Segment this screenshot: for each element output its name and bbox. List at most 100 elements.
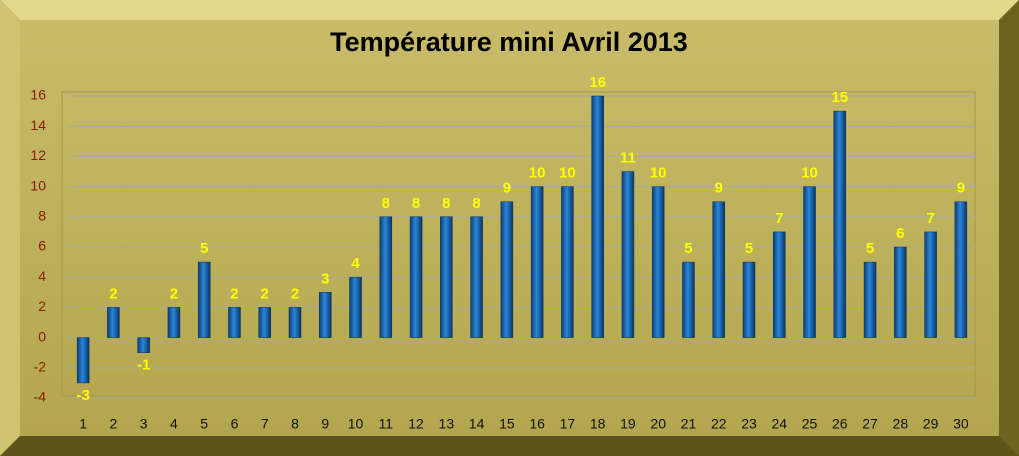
- x-tick-label: 10: [348, 416, 364, 432]
- x-tick-label: 20: [650, 416, 666, 432]
- x-tick-label: 14: [469, 416, 485, 432]
- value-label: 8: [442, 195, 450, 212]
- y-tick-label: 14: [30, 117, 46, 133]
- bar: [500, 201, 514, 338]
- value-label: 9: [957, 180, 965, 197]
- x-tick-label: 7: [261, 416, 269, 432]
- value-label: 16: [589, 74, 606, 91]
- bar: [76, 337, 90, 384]
- x-tick-label: 2: [110, 416, 118, 432]
- value-label: 2: [261, 285, 269, 302]
- bar: [833, 110, 847, 338]
- y-tick-label: 10: [30, 177, 46, 193]
- x-tick-label: 11: [379, 416, 394, 432]
- value-label: 6: [896, 225, 904, 242]
- bar: [894, 246, 907, 338]
- value-label: 5: [866, 240, 874, 257]
- y-tick-label: 6: [38, 238, 46, 254]
- x-tick-label: 5: [200, 416, 208, 432]
- x-tick-label: 22: [711, 416, 727, 432]
- value-label: 5: [745, 240, 753, 257]
- bar: [621, 171, 635, 338]
- chart-title: Température mini Avril 2013: [330, 27, 688, 57]
- bar: [591, 95, 604, 338]
- bar: [682, 261, 695, 338]
- x-tick-label: 24: [771, 416, 787, 432]
- bar: [863, 261, 877, 338]
- x-tick-label: 27: [862, 416, 878, 432]
- bar: [530, 186, 544, 338]
- x-tick-label: 28: [893, 416, 909, 432]
- bar: [167, 307, 181, 338]
- bar: [651, 186, 665, 338]
- x-tick-label: 30: [953, 416, 969, 432]
- y-tick-label: 8: [38, 208, 46, 224]
- bar: [712, 201, 725, 338]
- bar: [288, 307, 302, 338]
- y-tick-label: 0: [38, 328, 46, 344]
- y-tick-label: -2: [34, 359, 47, 375]
- x-tick-label: 8: [291, 416, 299, 432]
- plot-area: [61, 91, 976, 397]
- value-label: 7: [775, 210, 783, 227]
- value-label: 9: [715, 180, 723, 197]
- x-tick-label: 12: [408, 416, 424, 432]
- value-label: 5: [200, 240, 208, 257]
- value-label: 10: [529, 165, 546, 182]
- x-tick-label: 26: [832, 416, 848, 432]
- y-tick-label: 4: [38, 268, 46, 284]
- bar: [742, 261, 756, 338]
- value-label: 10: [559, 165, 576, 182]
- x-tick-label: 16: [529, 416, 545, 432]
- value-label: 7: [926, 210, 934, 227]
- bar: [440, 216, 453, 338]
- bar: [197, 261, 211, 338]
- bar: [349, 276, 362, 338]
- bar: [107, 307, 120, 338]
- x-tick-label: 21: [681, 416, 697, 432]
- value-label: 15: [831, 89, 848, 106]
- x-tick-label: 25: [802, 416, 818, 432]
- y-tick-label: 12: [30, 147, 46, 163]
- x-tick-label: 23: [741, 416, 757, 432]
- x-tick-label: 3: [140, 416, 148, 432]
- value-label: 4: [351, 255, 360, 272]
- bar: [319, 292, 332, 338]
- value-label: 11: [620, 149, 636, 166]
- x-tick-label: 29: [923, 416, 939, 432]
- bar: [773, 231, 786, 338]
- x-tick-label: 17: [560, 416, 576, 432]
- value-label: 3: [321, 270, 329, 287]
- x-tick-label: 19: [620, 416, 636, 432]
- value-label: 2: [230, 285, 238, 302]
- x-tick-label: 6: [231, 416, 239, 432]
- y-tick-label: -4: [34, 389, 47, 405]
- value-label: 9: [503, 180, 511, 197]
- value-label: 5: [684, 240, 692, 257]
- bar: [409, 216, 423, 338]
- value-label: 2: [291, 285, 299, 302]
- bar: [228, 307, 241, 338]
- value-label: 10: [801, 165, 818, 182]
- value-label: 10: [650, 165, 667, 182]
- x-tick-label: 1: [79, 416, 87, 432]
- value-label: 8: [382, 195, 390, 212]
- bar: [379, 216, 393, 338]
- x-tick-label: 13: [439, 416, 455, 432]
- value-label: 8: [472, 195, 480, 212]
- bar: [954, 201, 968, 338]
- bar: [137, 337, 150, 353]
- value-label: -3: [76, 387, 89, 404]
- value-label: 8: [412, 195, 420, 212]
- x-tick-label: 9: [321, 416, 329, 432]
- bar: [470, 216, 483, 338]
- x-tick-label: 15: [499, 416, 515, 432]
- bar: [924, 231, 937, 338]
- bar: [803, 186, 816, 338]
- value-label: 2: [170, 285, 178, 302]
- y-tick-label: 2: [38, 298, 46, 314]
- x-tick-label: 18: [590, 416, 606, 432]
- y-tick-label: 16: [30, 87, 46, 103]
- x-tick-label: 4: [170, 416, 178, 432]
